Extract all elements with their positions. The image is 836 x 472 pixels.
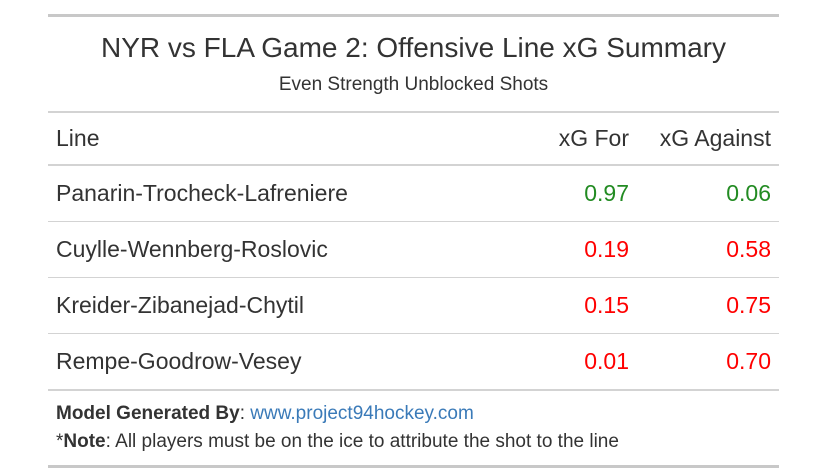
note-label: Note xyxy=(63,431,106,452)
xg-against-cell: 0.75 xyxy=(637,277,779,334)
line-name-cell: Kreider-Zibanejad-Chytil xyxy=(48,277,484,334)
line-name-cell: Cuylle-Wennberg-Roslovic xyxy=(48,221,484,278)
column-header-xg-for: xG For xyxy=(484,113,637,166)
table-footnotes: Model Generated By: www.project94hockey.… xyxy=(48,391,779,456)
table-body: Panarin-Trocheck-Lafreniere 0.97 0.06 Cu… xyxy=(48,165,779,391)
xg-for-cell: 0.19 xyxy=(484,221,637,278)
model-credit-colon: : xyxy=(239,403,251,424)
model-credit-link[interactable]: www.project94hockey.com xyxy=(250,403,474,424)
xg-against-cell: 0.06 xyxy=(637,165,779,222)
note-text: : All players must be on the ice to attr… xyxy=(105,431,619,452)
header-row: Line xG For xG Against xyxy=(48,113,779,166)
table-row: Cuylle-Wennberg-Roslovic 0.19 0.58 xyxy=(48,221,779,278)
model-credit: Model Generated By: www.project94hockey.… xyxy=(56,400,771,428)
table-row: Rempe-Goodrow-Vesey 0.01 0.70 xyxy=(48,333,779,391)
xg-for-cell: 0.97 xyxy=(484,165,637,222)
top-rule xyxy=(48,14,779,17)
line-name-cell: Rempe-Goodrow-Vesey xyxy=(48,333,484,391)
table-row: Kreider-Zibanejad-Chytil 0.15 0.75 xyxy=(48,277,779,334)
column-header-line: Line xyxy=(48,113,484,166)
xg-summary-table: NYR vs FLA Game 2: Offensive Line xG Sum… xyxy=(48,14,779,468)
xg-against-cell: 0.70 xyxy=(637,333,779,391)
line-name-cell: Panarin-Trocheck-Lafreniere xyxy=(48,165,484,222)
column-header-xg-against: xG Against xyxy=(637,113,779,166)
header-rule xyxy=(48,111,779,113)
table-row: Panarin-Trocheck-Lafreniere 0.97 0.06 xyxy=(48,165,779,222)
model-credit-label: Model Generated By xyxy=(56,403,240,424)
note-line: *Note: All players must be on the ice to… xyxy=(56,428,771,456)
note-prefix: * xyxy=(56,431,64,452)
data-table: Line xG For xG Against Panarin-Trocheck-… xyxy=(48,113,779,391)
table-title: NYR vs FLA Game 2: Offensive Line xG Sum… xyxy=(100,32,727,63)
xg-for-cell: 0.15 xyxy=(484,277,637,334)
bottom-rule xyxy=(48,465,779,468)
table-subtitle: Even Strength Unblocked Shots xyxy=(278,74,549,95)
xg-for-cell: 0.01 xyxy=(484,333,637,391)
xg-against-cell: 0.58 xyxy=(637,221,779,278)
